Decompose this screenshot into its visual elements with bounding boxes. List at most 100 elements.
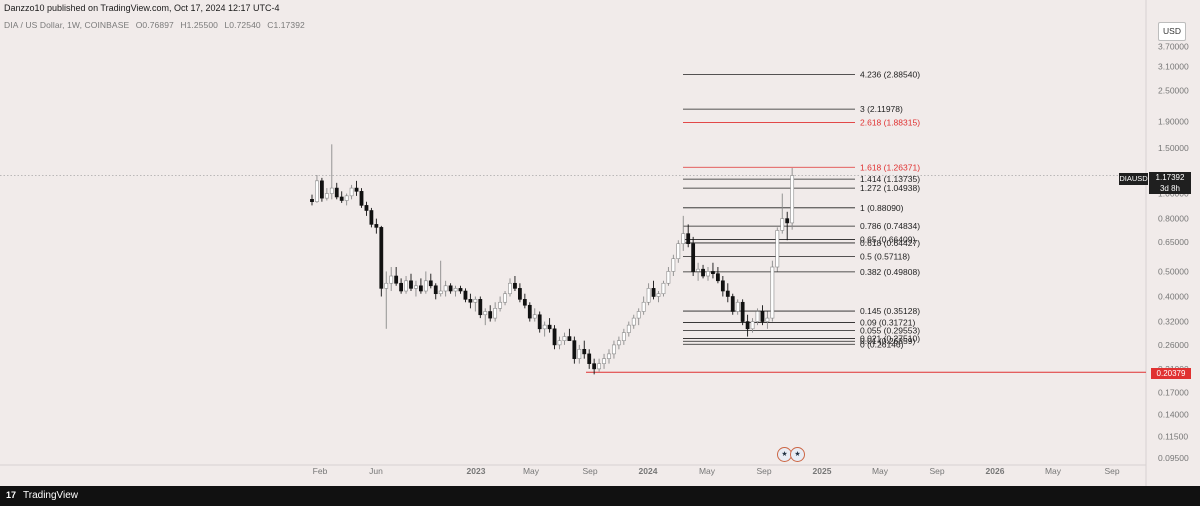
y-tick-label: 0.17000 [1158, 388, 1189, 398]
candle-body [488, 311, 493, 319]
candle-body [344, 195, 349, 201]
candle-body [414, 285, 418, 289]
candle-body [532, 314, 537, 319]
candle-body [661, 282, 666, 295]
candle-body [428, 280, 433, 287]
candle-body [592, 363, 597, 370]
candle-body [503, 293, 507, 303]
x-tick-label: May [872, 466, 889, 476]
x-tick-label: Feb [313, 466, 328, 476]
y-tick-label: 0.09500 [1158, 453, 1189, 463]
candle-body [671, 258, 676, 272]
fib-level-label: 0.382 (0.49808) [860, 267, 920, 277]
x-tick-label: 2026 [986, 466, 1005, 476]
candle-body [359, 191, 364, 206]
candle-body [562, 336, 567, 341]
candle-body [597, 363, 602, 370]
candle-body [443, 285, 448, 292]
candle-body [458, 288, 463, 292]
candle-body [483, 311, 488, 316]
candle-body [602, 358, 606, 364]
candle-body [755, 311, 760, 322]
candle-body [626, 324, 631, 333]
candle-body [696, 268, 701, 272]
fib-level-label: 0.021 (0.27510) [860, 334, 920, 344]
candle-body [369, 210, 374, 225]
legend-high: H1.25500 [180, 20, 218, 30]
y-tick-label: 3.70000 [1158, 42, 1189, 52]
candle-body [508, 282, 512, 295]
candle-body [379, 227, 384, 289]
candle-body [324, 193, 329, 199]
candle-body [616, 340, 621, 346]
fib-level-label: 2.618 (1.88315) [860, 117, 920, 127]
fib-level-label: 1.618 (1.26371) [860, 162, 920, 172]
y-tick-label: 3.10000 [1158, 61, 1189, 71]
candle-body [612, 344, 616, 355]
candle-body [310, 199, 314, 203]
currency-button[interactable]: USD [1158, 22, 1186, 41]
fib-level-label: 0 (0.26146) [860, 339, 904, 349]
candle-body [681, 233, 686, 244]
candle-body [552, 328, 557, 346]
candle-body [785, 218, 790, 224]
candle-body [438, 290, 443, 295]
candle-body [498, 301, 503, 309]
x-tick-label: May [1045, 466, 1062, 476]
candle-body [607, 353, 611, 359]
candle-body [711, 271, 715, 274]
candle-body [354, 187, 359, 192]
x-tick-label: Jun [369, 466, 383, 476]
candle-body [651, 288, 656, 297]
x-tick-label: 2025 [813, 466, 832, 476]
candle-body [740, 301, 745, 322]
candle-body [666, 271, 671, 284]
symbol-price-tag: DIAUSD [1119, 173, 1148, 185]
candle-body [730, 296, 735, 312]
fib-level-label: 0.01 (0.26859) [860, 336, 915, 346]
fib-level-label: 0.055 (0.29553) [860, 325, 920, 335]
candle-body [676, 243, 681, 259]
y-tick-label: 0.80000 [1158, 214, 1189, 224]
y-tick-label: 0.26000 [1158, 340, 1189, 350]
candle-body [691, 243, 696, 272]
x-tick-label: Sep [929, 466, 944, 476]
tradingview-logo-icon[interactable]: 17 [6, 490, 17, 500]
legend-low: L0.72540 [224, 20, 261, 30]
candle-body [339, 196, 344, 201]
candle-body [621, 332, 626, 341]
candle-body [394, 275, 399, 284]
fib-level-label: 4.236 (2.88540) [860, 70, 920, 80]
candle-body [577, 348, 582, 359]
candle-body [433, 285, 438, 295]
y-tick-label: 1.50000 [1158, 143, 1189, 153]
current-price-value: 1.17392 [1155, 173, 1185, 182]
us-flag-icon[interactable]: ★ [790, 447, 805, 462]
candle-body [389, 275, 394, 284]
candle-body [522, 299, 527, 306]
candle-body [537, 314, 542, 330]
fib-level-label: 0.5 (0.57118) [860, 251, 910, 261]
candle-body [453, 288, 458, 292]
candle-body [765, 317, 770, 322]
candle-body [473, 299, 478, 303]
candle-body [399, 282, 404, 292]
x-tick-label: Sep [756, 466, 771, 476]
candle-body [686, 233, 691, 244]
footer-brand[interactable]: TradingView [23, 490, 79, 501]
candle-body [656, 293, 661, 297]
candle-body [701, 268, 705, 277]
candle-body [384, 282, 389, 289]
candle-body [745, 321, 750, 330]
candle-body [775, 230, 780, 268]
y-tick-label: 0.14000 [1158, 409, 1189, 419]
fib-level-label: 3 (2.11978) [860, 104, 903, 114]
fib-level-label: 0.786 (0.74834) [860, 221, 920, 231]
legend-open: O0.76897 [135, 20, 174, 30]
x-tick-label: 2023 [467, 466, 486, 476]
candle-body [404, 280, 408, 292]
candle-body [334, 187, 339, 198]
candle-body [364, 205, 369, 211]
price-chart[interactable]: 3.700003.100002.500001.900001.500001.000… [0, 0, 1200, 486]
bar-countdown: 3d 8h [1159, 184, 1181, 193]
